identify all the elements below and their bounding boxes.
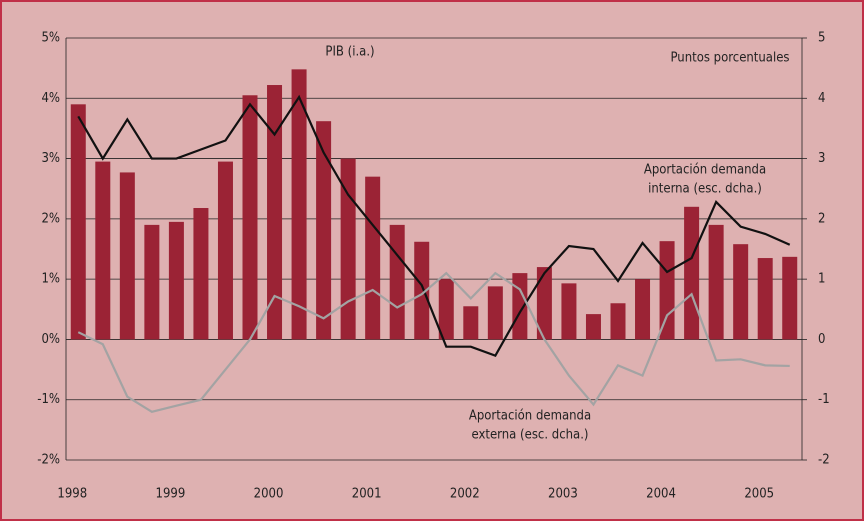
x-tick-label: 2000 [254,487,284,502]
bar [316,121,332,340]
bar [635,279,651,340]
bar [389,224,405,340]
bar [168,221,184,340]
y2-tick-label: 3 [818,151,825,166]
series-label: externa (esc. dcha.) [472,428,589,443]
bar [340,158,356,340]
bar [487,286,503,340]
line [77,94,791,358]
series-label: interna (esc. dcha.) [648,182,762,197]
bar [512,273,528,340]
bar [291,69,307,340]
bar [536,267,552,340]
y-tick-label: 1% [41,272,60,287]
y-tick-label: 5% [41,31,60,46]
bar [463,306,479,340]
y-tick-label: -2% [37,453,60,468]
bar [217,161,233,340]
bar [414,241,430,340]
bar [757,258,773,340]
x-tick-label: 2003 [548,487,578,502]
x-tick-label: 1999 [156,487,186,502]
bar [782,256,798,340]
y2-axis-label: Puntos porcentuales [670,51,789,66]
bar [610,303,626,340]
line [77,271,790,413]
y2-tick-label: 5 [818,31,825,46]
bar [733,244,749,340]
x-tick-label: 2004 [646,487,676,502]
y-tick-label: 0% [41,332,60,347]
bar [242,95,258,340]
bar [365,176,381,340]
bar [585,314,601,340]
y-tick-label: 2% [41,211,60,226]
y-tick-label: -1% [37,392,60,407]
y2-tick-label: -2 [818,453,830,468]
series-label: Aportación demanda [469,409,591,424]
x-tick-label: 1998 [57,487,87,502]
bar [684,206,700,340]
bar [70,104,86,340]
y2-tick-label: 4 [818,91,825,106]
y2-tick-label: -1 [818,392,830,407]
bar [708,224,724,340]
y2-tick-label: 2 [818,211,825,226]
bar [193,208,209,340]
bar [438,279,454,340]
bar [659,241,675,340]
y-tick-label: 4% [41,91,60,106]
series-label: PIB (i.a.) [325,45,374,60]
y2-tick-label: 0 [818,332,825,347]
y2-tick-label: 1 [818,272,825,287]
bar [267,85,283,340]
x-tick-label: 2005 [744,487,774,502]
y-tick-label: 3% [41,151,60,166]
series-label: Aportación demanda [644,163,766,178]
bar [119,172,135,340]
bar [561,283,577,340]
x-tick-label: 2001 [352,487,382,502]
bar [144,224,160,340]
x-tick-label: 2002 [450,487,480,502]
bar [95,161,111,340]
